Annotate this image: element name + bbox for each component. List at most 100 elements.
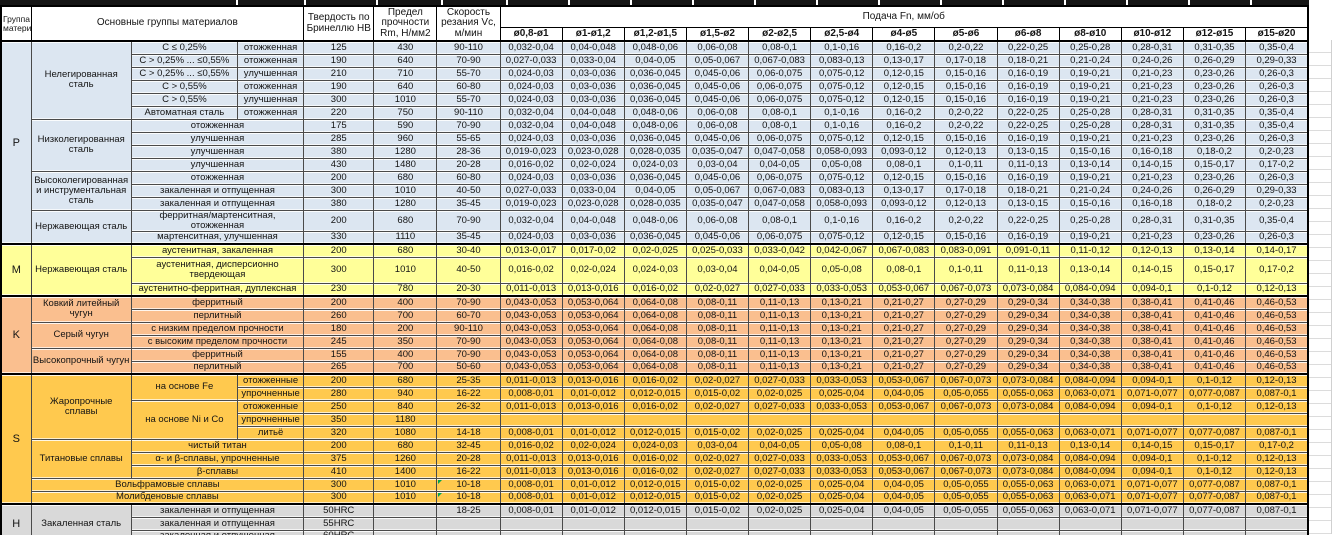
cell-feed-0[interactable]: 0,043-0,053 — [499, 347, 563, 362]
cell-feed-6[interactable]: 0,12-0,15 — [872, 170, 936, 185]
cell-feed-1[interactable]: 0,053-0,064 — [561, 295, 625, 310]
cell-feed-3[interactable]: 0,02-0,027 — [685, 282, 750, 297]
cell-feed-8[interactable]: 0,073-0,084 — [996, 399, 1060, 414]
cell-feed-7[interactable]: 0,05-0,055 — [934, 425, 998, 440]
cell-hardness-hb[interactable]: 190 — [303, 53, 375, 68]
cell-feed-2[interactable]: 0,04-0,05 — [623, 53, 687, 68]
header-feed-col-7[interactable]: ø5-ø6 — [934, 26, 998, 42]
cell-feed-9[interactable]: 0,084-0,094 — [1058, 451, 1122, 466]
cell-feed-12[interactable]: 0,29-0,33 — [1245, 183, 1309, 198]
cell-strength-rm[interactable]: 700 — [373, 308, 438, 323]
cell-feed-10[interactable]: 0,071-0,077 — [1120, 503, 1184, 518]
cell-feed-2[interactable]: 0,024-0,03 — [623, 438, 687, 453]
cell-feed-3[interactable]: 0,02-0,027 — [685, 373, 750, 388]
cell-strength-rm[interactable]: 1010 — [373, 256, 438, 284]
cell-feed-0[interactable]: 0,008-0,01 — [499, 503, 563, 518]
cell-sub1[interactable]: ферритная/мартенситная, отожженная — [130, 209, 305, 232]
cell-feed-12[interactable]: 0,26-0,3 — [1245, 92, 1309, 107]
cell-feed-12[interactable]: 0,17-0,2 — [1245, 438, 1309, 453]
cell-strength-rm[interactable]: 750 — [373, 105, 438, 120]
cell-strength-rm[interactable] — [373, 529, 438, 535]
cell-feed-8[interactable]: 0,13-0,15 — [996, 144, 1060, 159]
cell-feed-0[interactable]: 0,016-0,02 — [499, 438, 563, 453]
cell-feed-12[interactable]: 0,46-0,53 — [1245, 347, 1309, 362]
cell-feed-12[interactable]: 0,17-0,2 — [1245, 256, 1309, 284]
cell-feed-2[interactable]: 0,064-0,08 — [623, 321, 687, 336]
cell-hardness-hb[interactable]: 50HRC — [303, 503, 375, 518]
cell-feed-2[interactable]: 0,012-0,015 — [623, 386, 687, 401]
cell-hardness-hb[interactable]: 125 — [303, 40, 375, 55]
cell-feed-1[interactable]: 0,02-0,024 — [561, 157, 625, 172]
cell-feed-12[interactable]: 0,12-0,13 — [1245, 464, 1309, 479]
cell-feed-5[interactable]: 0,058-0,093 — [810, 196, 874, 211]
cell-material[interactable]: Жаропрочные сплавы — [30, 373, 132, 440]
cell-feed-11[interactable]: 0,23-0,26 — [1182, 92, 1247, 107]
cell-feed-4[interactable]: 0,08-0,1 — [748, 118, 812, 133]
cell-strength-rm[interactable]: 680 — [373, 373, 438, 388]
cell-sub1[interactable]: перлитный — [130, 308, 305, 323]
cell-feed-5[interactable]: 0,1-0,16 — [810, 209, 874, 232]
cell-feed-12[interactable]: 0,087-0,1 — [1245, 425, 1309, 440]
cell-feed-2[interactable]: 0,028-0,035 — [623, 144, 687, 159]
cell-feed-7[interactable]: 0,067-0,073 — [934, 373, 998, 388]
cell-feed-2[interactable]: 0,016-0,02 — [623, 464, 687, 479]
cell-cutting-speed[interactable]: 14-18 — [436, 425, 501, 440]
cell-feed-10[interactable]: 0,28-0,31 — [1120, 209, 1184, 232]
cell-feed-4[interactable]: 0,067-0,083 — [748, 53, 812, 68]
cell-sub1[interactable]: C > 0,55% — [130, 92, 239, 107]
cell-feed-6[interactable]: 0,21-0,27 — [872, 360, 936, 375]
cell-feed-4[interactable]: 0,11-0,13 — [748, 347, 812, 362]
cell-feed-10[interactable]: 0,24-0,26 — [1120, 53, 1184, 68]
cell-feed-7[interactable]: 0,2-0,22 — [934, 40, 998, 55]
cell-feed-7[interactable]: 0,067-0,073 — [934, 399, 998, 414]
cell-hardness-hb[interactable]: 350 — [303, 412, 375, 427]
cell-sub1[interactable]: отожженная — [130, 118, 305, 133]
cell-material[interactable]: Нелегированная сталь — [30, 40, 132, 120]
cell-feed-3[interactable]: 0,045-0,06 — [685, 79, 750, 94]
cell-feed-9[interactable]: 0,084-0,094 — [1058, 282, 1122, 297]
cell-strength-rm[interactable]: 1400 — [373, 464, 438, 479]
cell-feed-8[interactable]: 0,22-0,25 — [996, 209, 1060, 232]
cell-feed-3[interactable] — [685, 529, 750, 535]
cell-feed-0[interactable]: 0,013-0,017 — [499, 243, 563, 258]
cell-feed-1[interactable]: 0,03-0,036 — [561, 170, 625, 185]
cell-feed-3[interactable]: 0,045-0,06 — [685, 131, 750, 146]
cell-feed-10[interactable]: 0,24-0,26 — [1120, 183, 1184, 198]
cell-feed-8[interactable]: 0,29-0,34 — [996, 321, 1060, 336]
cell-feed-5[interactable]: 0,075-0,12 — [810, 230, 874, 245]
cell-cutting-speed[interactable]: 60-80 — [436, 170, 501, 185]
cell-feed-11[interactable]: 0,1-0,12 — [1182, 451, 1247, 466]
cell-feed-6[interactable]: 0,12-0,15 — [872, 92, 936, 107]
cell-feed-8[interactable]: 0,16-0,19 — [996, 230, 1060, 245]
cell-material[interactable]: Закаленная сталь — [30, 503, 132, 535]
cell-feed-5[interactable]: 0,058-0,093 — [810, 144, 874, 159]
cell-feed-8[interactable]: 0,073-0,084 — [996, 282, 1060, 297]
cell-feed-5[interactable]: 0,042-0,067 — [810, 243, 874, 258]
cell-cutting-speed[interactable]: 10-18 — [436, 477, 501, 492]
cell-feed-4[interactable]: 0,04-0,05 — [748, 256, 812, 284]
cell-hardness-hb[interactable]: 220 — [303, 105, 375, 120]
cell-feed-1[interactable]: 0,04-0,048 — [561, 118, 625, 133]
cell-group[interactable]: K — [0, 295, 32, 375]
cell-hardness-hb[interactable]: 375 — [303, 451, 375, 466]
cell-strength-rm[interactable]: 940 — [373, 386, 438, 401]
cell-cutting-speed[interactable]: 90-110 — [436, 40, 501, 55]
cell-sub2[interactable]: упрочненные — [237, 412, 305, 427]
cell-feed-6[interactable]: 0,093-0,12 — [872, 196, 936, 211]
cell-sub2[interactable]: отожженная — [237, 105, 305, 120]
cell-feed-2[interactable]: 0,012-0,015 — [623, 425, 687, 440]
cell-feed-4[interactable]: 0,11-0,13 — [748, 295, 812, 310]
cell-feed-8[interactable]: 0,16-0,19 — [996, 131, 1060, 146]
cell-feed-8[interactable]: 0,29-0,34 — [996, 308, 1060, 323]
cell-feed-10[interactable]: 0,38-0,41 — [1120, 347, 1184, 362]
cell-hardness-hb[interactable]: 245 — [303, 334, 375, 349]
cell-feed-3[interactable] — [685, 516, 750, 531]
cell-feed-9[interactable]: 0,13-0,14 — [1058, 256, 1122, 284]
cell-feed-0[interactable] — [499, 516, 563, 531]
cell-feed-0[interactable]: 0,027-0,033 — [499, 183, 563, 198]
cell-hardness-hb[interactable]: 330 — [303, 230, 375, 245]
cell-cutting-speed[interactable]: 70-90 — [436, 118, 501, 133]
cell-feed-7[interactable]: 0,067-0,073 — [934, 282, 998, 297]
cell-feed-0[interactable]: 0,024-0,03 — [499, 79, 563, 94]
cell-feed-2[interactable]: 0,048-0,06 — [623, 105, 687, 120]
